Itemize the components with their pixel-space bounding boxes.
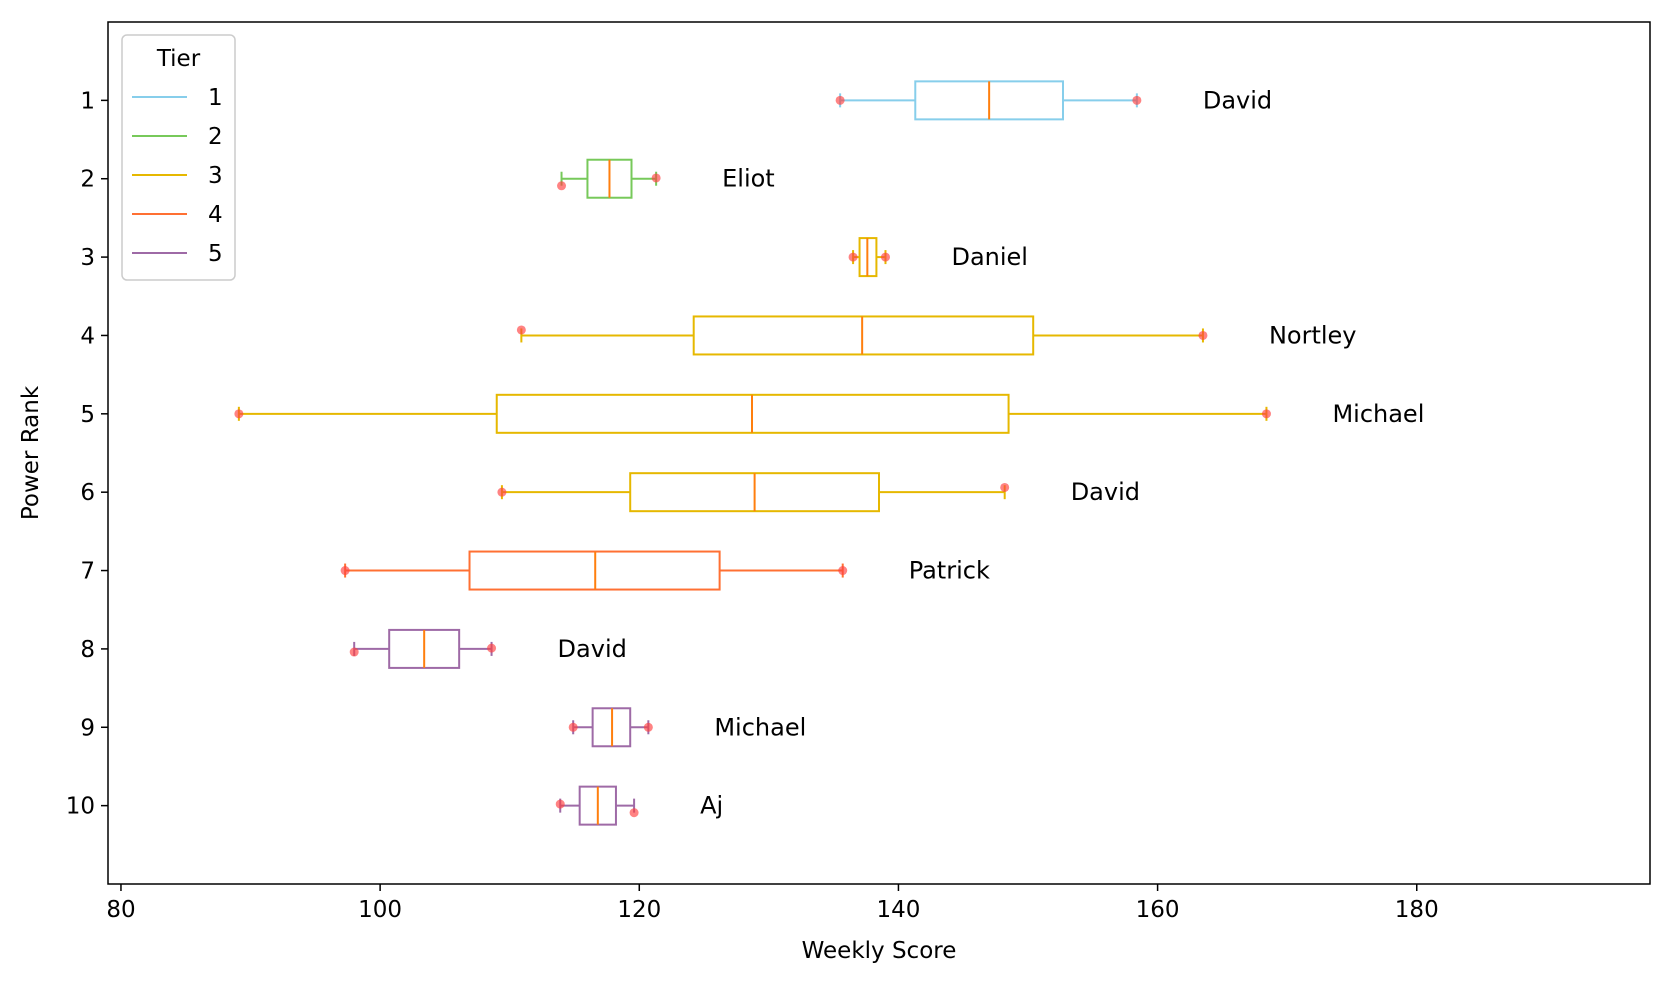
player-name-label: Michael bbox=[714, 713, 806, 741]
y-tick-label: 2 bbox=[80, 167, 95, 193]
player-name-label: Eliot bbox=[722, 165, 775, 193]
box-rank-9: Michael bbox=[568, 707, 806, 748]
data-point bbox=[1198, 330, 1208, 340]
y-tick-label: 5 bbox=[80, 402, 95, 428]
player-name-label: Aj bbox=[700, 792, 723, 820]
y-axis-label: Power Rank bbox=[18, 385, 44, 520]
box-rank-1: David bbox=[835, 80, 1272, 121]
data-point bbox=[848, 252, 858, 262]
x-tick-label: 80 bbox=[106, 897, 135, 923]
box-rank-5: Michael bbox=[234, 393, 1424, 434]
data-point bbox=[568, 722, 578, 732]
y-tick-label: 3 bbox=[80, 245, 95, 271]
x-axis-label: Weekly Score bbox=[802, 938, 957, 964]
box-rank-3: Daniel bbox=[848, 237, 1028, 278]
y-tick-label: 8 bbox=[80, 637, 95, 663]
data-point bbox=[349, 647, 359, 657]
box-rank-7: Patrick bbox=[340, 550, 990, 591]
legend: Tier 1 2 3 4 5 bbox=[121, 34, 236, 281]
player-name-label: Daniel bbox=[951, 243, 1028, 271]
legend-label-tier-1: 1 bbox=[208, 85, 223, 111]
x-tick-label: 140 bbox=[876, 897, 920, 923]
plot-frame bbox=[107, 21, 1651, 885]
y-tick-label: 6 bbox=[80, 480, 95, 506]
box-rank-6: David bbox=[497, 472, 1140, 513]
legend-title: Tier bbox=[156, 46, 201, 72]
iqr-box bbox=[692, 315, 1035, 356]
plot-area: David Eliot Daniel Nortley Michael David Patri… bbox=[234, 80, 1424, 826]
y-tick-label: 4 bbox=[80, 323, 95, 349]
data-point bbox=[651, 173, 661, 183]
box-rank-8: David bbox=[349, 628, 627, 669]
data-point bbox=[516, 325, 526, 335]
data-point bbox=[557, 181, 567, 191]
y-tick-label: 1 bbox=[80, 88, 95, 114]
x-tick-label: 120 bbox=[617, 897, 661, 923]
player-name-label: David bbox=[1071, 478, 1140, 506]
data-point bbox=[1132, 95, 1142, 105]
data-point bbox=[1000, 482, 1010, 492]
data-point bbox=[555, 799, 565, 809]
data-point bbox=[835, 95, 845, 105]
data-point bbox=[643, 722, 653, 732]
data-point bbox=[880, 252, 890, 262]
box-rank-2: Eliot bbox=[557, 158, 775, 199]
data-point bbox=[487, 643, 497, 653]
x-tick-label: 100 bbox=[358, 897, 402, 923]
x-tick-label: 160 bbox=[1136, 897, 1180, 923]
y-tick-label: 10 bbox=[66, 794, 95, 820]
player-name-label: Patrick bbox=[909, 557, 990, 585]
data-point bbox=[1261, 409, 1271, 419]
legend-label-tier-3: 3 bbox=[208, 163, 223, 189]
y-tick-label: 7 bbox=[80, 559, 95, 585]
player-name-label: Nortley bbox=[1269, 321, 1357, 349]
legend-label-tier-4: 4 bbox=[208, 202, 223, 228]
data-point bbox=[838, 566, 848, 576]
data-point bbox=[234, 409, 244, 419]
axes: 80 100 120 140 160 180 1 2 3 4 5 6 7 8 9 10 bbox=[66, 21, 1651, 923]
legend-label-tier-5: 5 bbox=[208, 241, 223, 267]
box-rank-4: Nortley bbox=[516, 315, 1357, 356]
player-name-label: David bbox=[558, 635, 627, 663]
data-point bbox=[629, 808, 639, 818]
data-point bbox=[497, 487, 507, 497]
player-name-label: David bbox=[1203, 86, 1272, 114]
x-tick-label: 180 bbox=[1395, 897, 1439, 923]
data-point bbox=[340, 566, 350, 576]
player-name-label: Michael bbox=[1332, 400, 1424, 428]
legend-label-tier-2: 2 bbox=[208, 124, 223, 150]
box-rank-10: Aj bbox=[555, 785, 723, 826]
y-tick-label: 9 bbox=[80, 715, 95, 741]
